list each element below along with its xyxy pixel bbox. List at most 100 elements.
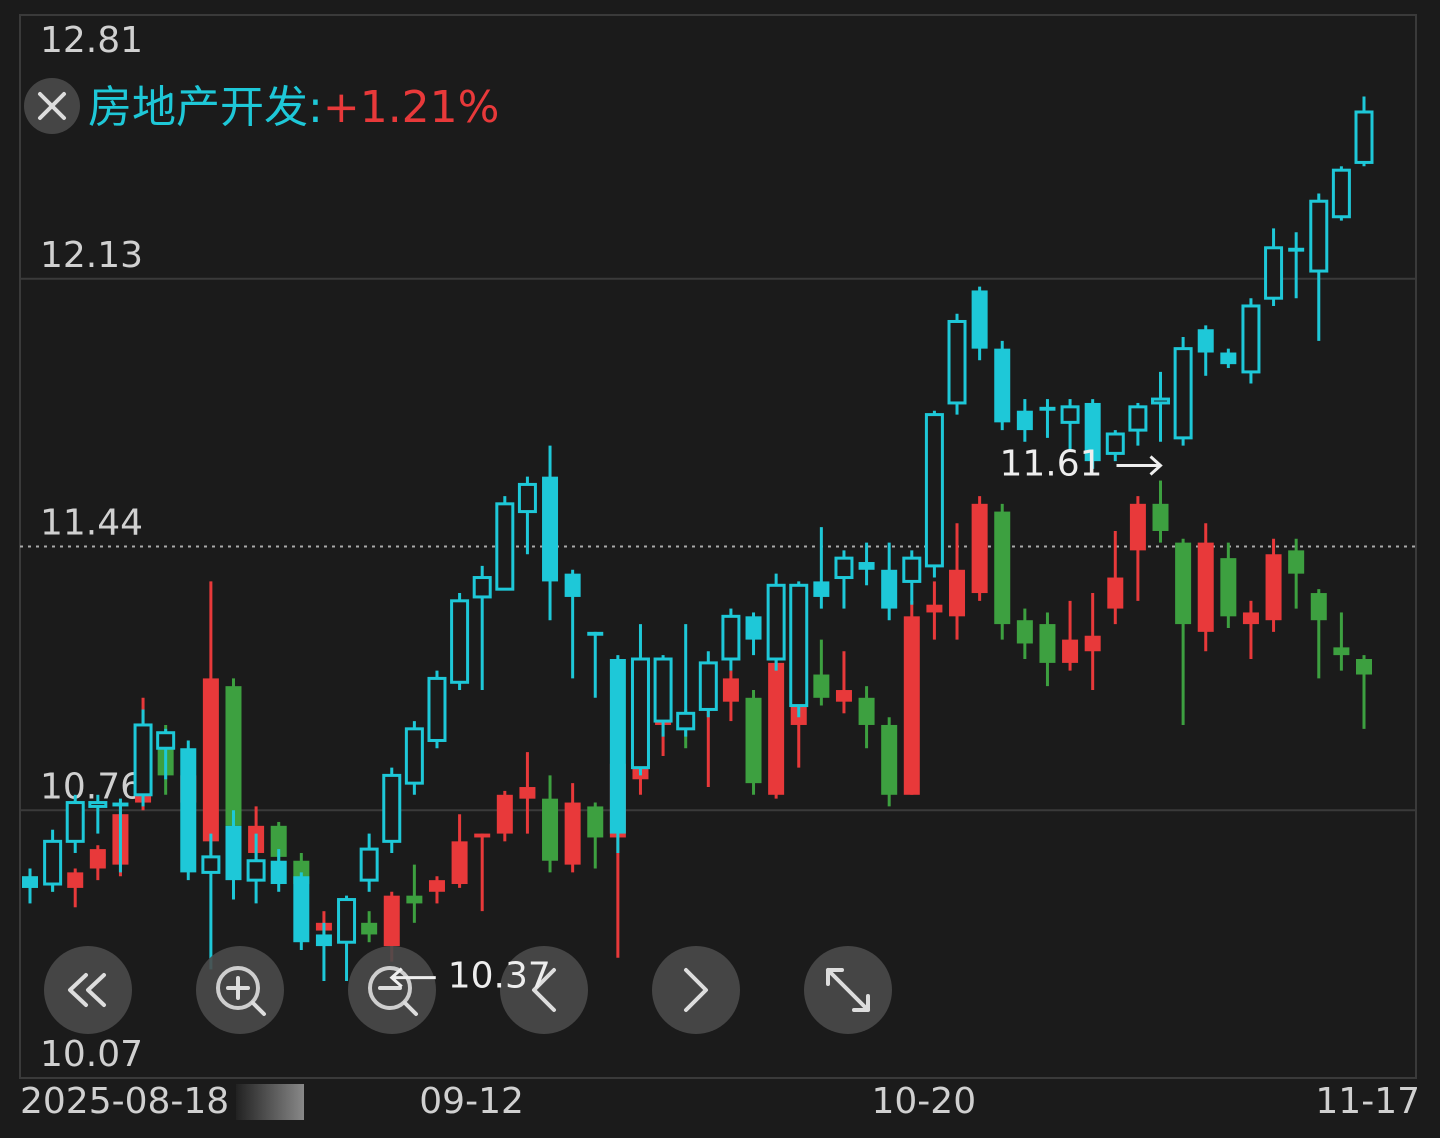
- candle-body: [361, 922, 378, 935]
- candle-body: [721, 614, 741, 661]
- candle-body: [1016, 410, 1033, 431]
- candle-body: [789, 583, 809, 708]
- candle-body: [1288, 247, 1305, 252]
- overlay-legend: 房地产开发:+1.21%: [88, 82, 499, 133]
- candle-body: [994, 348, 1011, 423]
- candle-body: [22, 876, 38, 888]
- candle-body: [564, 573, 581, 597]
- zoom-out-button[interactable]: [348, 946, 436, 1034]
- candle-body: [1288, 550, 1305, 574]
- candle-body: [722, 678, 739, 702]
- candle-body: [451, 841, 468, 885]
- y-tick-label: 10.76: [40, 766, 143, 807]
- candle-body: [1151, 397, 1171, 405]
- fullscreen-button[interactable]: [804, 946, 892, 1034]
- candle-body: [609, 659, 626, 834]
- y-tick-label: 10.07: [40, 1034, 143, 1075]
- candle-body: [768, 662, 785, 795]
- candle-body: [813, 581, 830, 597]
- candle-body: [698, 661, 718, 711]
- candle-body: [1129, 503, 1146, 551]
- candle-body: [1107, 577, 1124, 609]
- candle-body: [404, 727, 424, 785]
- jump-start-button[interactable]: [44, 946, 132, 1034]
- candle-body: [270, 860, 287, 885]
- candle-body: [133, 723, 153, 797]
- candle-body: [1241, 304, 1261, 374]
- candle-body: [43, 839, 63, 886]
- candle-body: [156, 731, 176, 750]
- candle-body: [949, 569, 966, 617]
- min-arrow: [389, 967, 436, 988]
- y-tick-label: 11.44: [40, 503, 143, 544]
- x-tick-label: 11-17: [1315, 1081, 1420, 1122]
- close-overlay-button[interactable]: [24, 78, 80, 134]
- candle-body: [406, 895, 423, 904]
- candle-body: [1242, 612, 1259, 625]
- candle-body: [1105, 432, 1125, 455]
- candle-body: [947, 319, 967, 405]
- candle-body: [1356, 659, 1372, 675]
- candle-body: [427, 676, 447, 742]
- candle-body: [881, 724, 898, 795]
- candle-body: [653, 657, 673, 723]
- candle-body: [1309, 199, 1329, 273]
- candle-body: [359, 847, 379, 882]
- x-tick-label: 2025-08-18: [20, 1081, 229, 1122]
- plot-layer: 12.81 12.13 11.44 10.76 10.07 2025-08-18 09-12…: [20, 20, 1420, 1122]
- candle-body: [450, 599, 470, 684]
- candle-body: [1084, 402, 1101, 462]
- candle-body: [630, 657, 650, 770]
- candle-body: [1128, 405, 1148, 432]
- candle-body: [1220, 558, 1237, 617]
- candle-body: [1333, 647, 1350, 656]
- candle-body: [564, 802, 581, 865]
- candle-body: [587, 806, 604, 838]
- max-arrow: [1116, 455, 1163, 476]
- candle-body: [180, 748, 197, 873]
- candle-body: [67, 872, 84, 888]
- candle-body: [542, 476, 559, 582]
- candle-body: [1175, 542, 1192, 625]
- candle-body: [293, 876, 310, 943]
- candle-body: [382, 773, 402, 843]
- candle-body: [858, 562, 875, 570]
- candle-body: [1039, 624, 1056, 663]
- candle-body: [65, 801, 85, 843]
- candle-body: [745, 616, 762, 640]
- candle-body: [1016, 620, 1033, 644]
- candle-body: [225, 686, 242, 826]
- candle-body: [474, 833, 491, 838]
- candle-body: [88, 801, 108, 808]
- y-tick-label: 12.81: [40, 20, 143, 61]
- date-scrub: [236, 1084, 304, 1120]
- previous-button[interactable]: [500, 946, 588, 1034]
- candle-body: [587, 631, 604, 636]
- candle-body: [1062, 639, 1079, 663]
- legend-name: 房地产开发:: [88, 82, 323, 133]
- candle-body: [337, 898, 357, 944]
- x-tick-label: 09-12: [419, 1081, 524, 1122]
- candle-body: [201, 855, 221, 874]
- candle-body: [1197, 542, 1214, 632]
- candle-body: [926, 604, 943, 613]
- candle-body: [428, 880, 445, 892]
- candle-body: [496, 794, 513, 834]
- candle-body: [902, 556, 922, 583]
- candle-body: [834, 556, 854, 580]
- candle-body: [1039, 406, 1056, 411]
- candle-body: [813, 674, 830, 698]
- candle-body: [202, 678, 219, 842]
- next-button[interactable]: [652, 946, 740, 1034]
- candle-body: [519, 787, 536, 799]
- legend-change: +1.21%: [323, 82, 500, 133]
- max-annotation: 11.61: [999, 444, 1102, 485]
- candle-body: [676, 711, 696, 731]
- zoom-in-button[interactable]: [196, 946, 284, 1034]
- candle-body: [315, 934, 332, 947]
- candle-body: [903, 616, 920, 795]
- candle-body: [994, 511, 1011, 625]
- candle-body: [383, 895, 400, 947]
